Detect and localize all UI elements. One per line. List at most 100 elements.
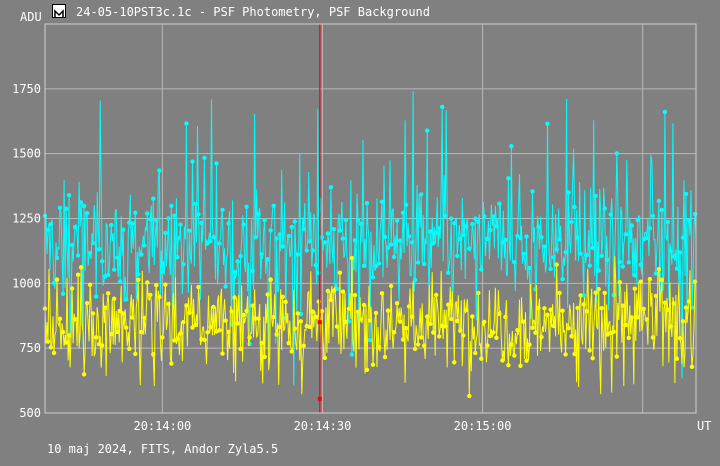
data-point [72, 317, 78, 322]
data-point [647, 226, 653, 231]
data-point [109, 222, 114, 228]
data-point [551, 255, 556, 260]
data-point [536, 225, 541, 230]
data-point [75, 253, 81, 258]
data-point [635, 315, 640, 320]
data-point [434, 230, 439, 235]
data-point [683, 305, 689, 310]
data-point [440, 104, 445, 110]
data-point [644, 235, 649, 241]
data-point [118, 308, 123, 314]
data-point [653, 271, 659, 276]
data-point [593, 290, 598, 295]
data-point [292, 219, 297, 224]
data-point [361, 263, 367, 268]
data-point [431, 241, 436, 246]
data-point [412, 346, 418, 352]
data-point [244, 308, 249, 314]
data-point [620, 264, 625, 269]
y-tick-label: 1500 [12, 147, 41, 161]
data-point [127, 346, 132, 351]
data-point [190, 159, 195, 164]
grid [45, 24, 696, 414]
data-point [503, 237, 508, 243]
data-point [650, 335, 656, 340]
data-point [253, 316, 258, 321]
data-point [512, 260, 517, 265]
data-point [87, 250, 93, 256]
data-point [106, 291, 111, 296]
data-point [677, 250, 683, 255]
data-point [506, 363, 511, 368]
data-point [467, 393, 472, 399]
data-point [530, 325, 535, 330]
data-point [584, 253, 589, 258]
data-point [136, 272, 141, 277]
data-point [497, 201, 502, 206]
data-point [331, 288, 337, 293]
data-point [175, 255, 180, 260]
data-point [217, 241, 222, 246]
data-point [563, 352, 568, 357]
data-point [506, 176, 511, 181]
data-point [686, 218, 692, 223]
data-point [310, 309, 315, 314]
data-point [301, 343, 306, 348]
data-point [349, 352, 355, 357]
data-point [569, 219, 574, 225]
series-cyan [42, 91, 698, 386]
x-tick-label: 20:14:00 [133, 419, 191, 433]
cursor-layer [317, 24, 322, 413]
data-point [458, 328, 463, 333]
data-point [473, 350, 478, 356]
data-point [250, 303, 255, 308]
data-point [48, 345, 54, 350]
data-point [521, 251, 526, 257]
data-point [443, 213, 448, 219]
data-point [455, 253, 460, 259]
data-point [512, 353, 517, 358]
data-point [394, 301, 400, 306]
data-point [193, 322, 198, 328]
data-point [683, 191, 689, 197]
data-point [479, 267, 484, 272]
data-point [154, 218, 159, 223]
data-point [376, 345, 382, 350]
data-point [614, 151, 619, 156]
data-point [434, 292, 439, 298]
data-point [400, 337, 406, 342]
data-point [340, 289, 346, 294]
y-tick-label: 1000 [12, 276, 41, 290]
data-point [364, 201, 370, 206]
y-axis-label: ADU [20, 10, 42, 24]
data-point [677, 336, 683, 341]
data-point [572, 204, 577, 210]
data-point [629, 223, 634, 228]
data-point [328, 297, 334, 303]
data-point [449, 216, 454, 221]
data-point [187, 310, 192, 315]
data-point [662, 300, 668, 305]
data-point [328, 185, 334, 190]
data-point [340, 236, 346, 241]
data-point [680, 235, 686, 240]
data-point [352, 238, 358, 243]
data-point [560, 308, 565, 313]
y-tick-label: 1250 [12, 212, 41, 226]
data-point [566, 190, 571, 195]
data-point [391, 254, 397, 260]
data-point [268, 228, 273, 233]
data-point [90, 311, 96, 316]
data-point [422, 343, 427, 348]
data-point [379, 199, 385, 204]
y-tick-label: 1750 [12, 82, 41, 96]
data-point [452, 221, 457, 226]
data-point [187, 228, 192, 233]
data-point [181, 319, 186, 325]
data-point [148, 217, 153, 222]
data-point [133, 210, 138, 215]
data-point [623, 322, 628, 328]
data-point [629, 315, 634, 320]
data-point [343, 217, 349, 223]
